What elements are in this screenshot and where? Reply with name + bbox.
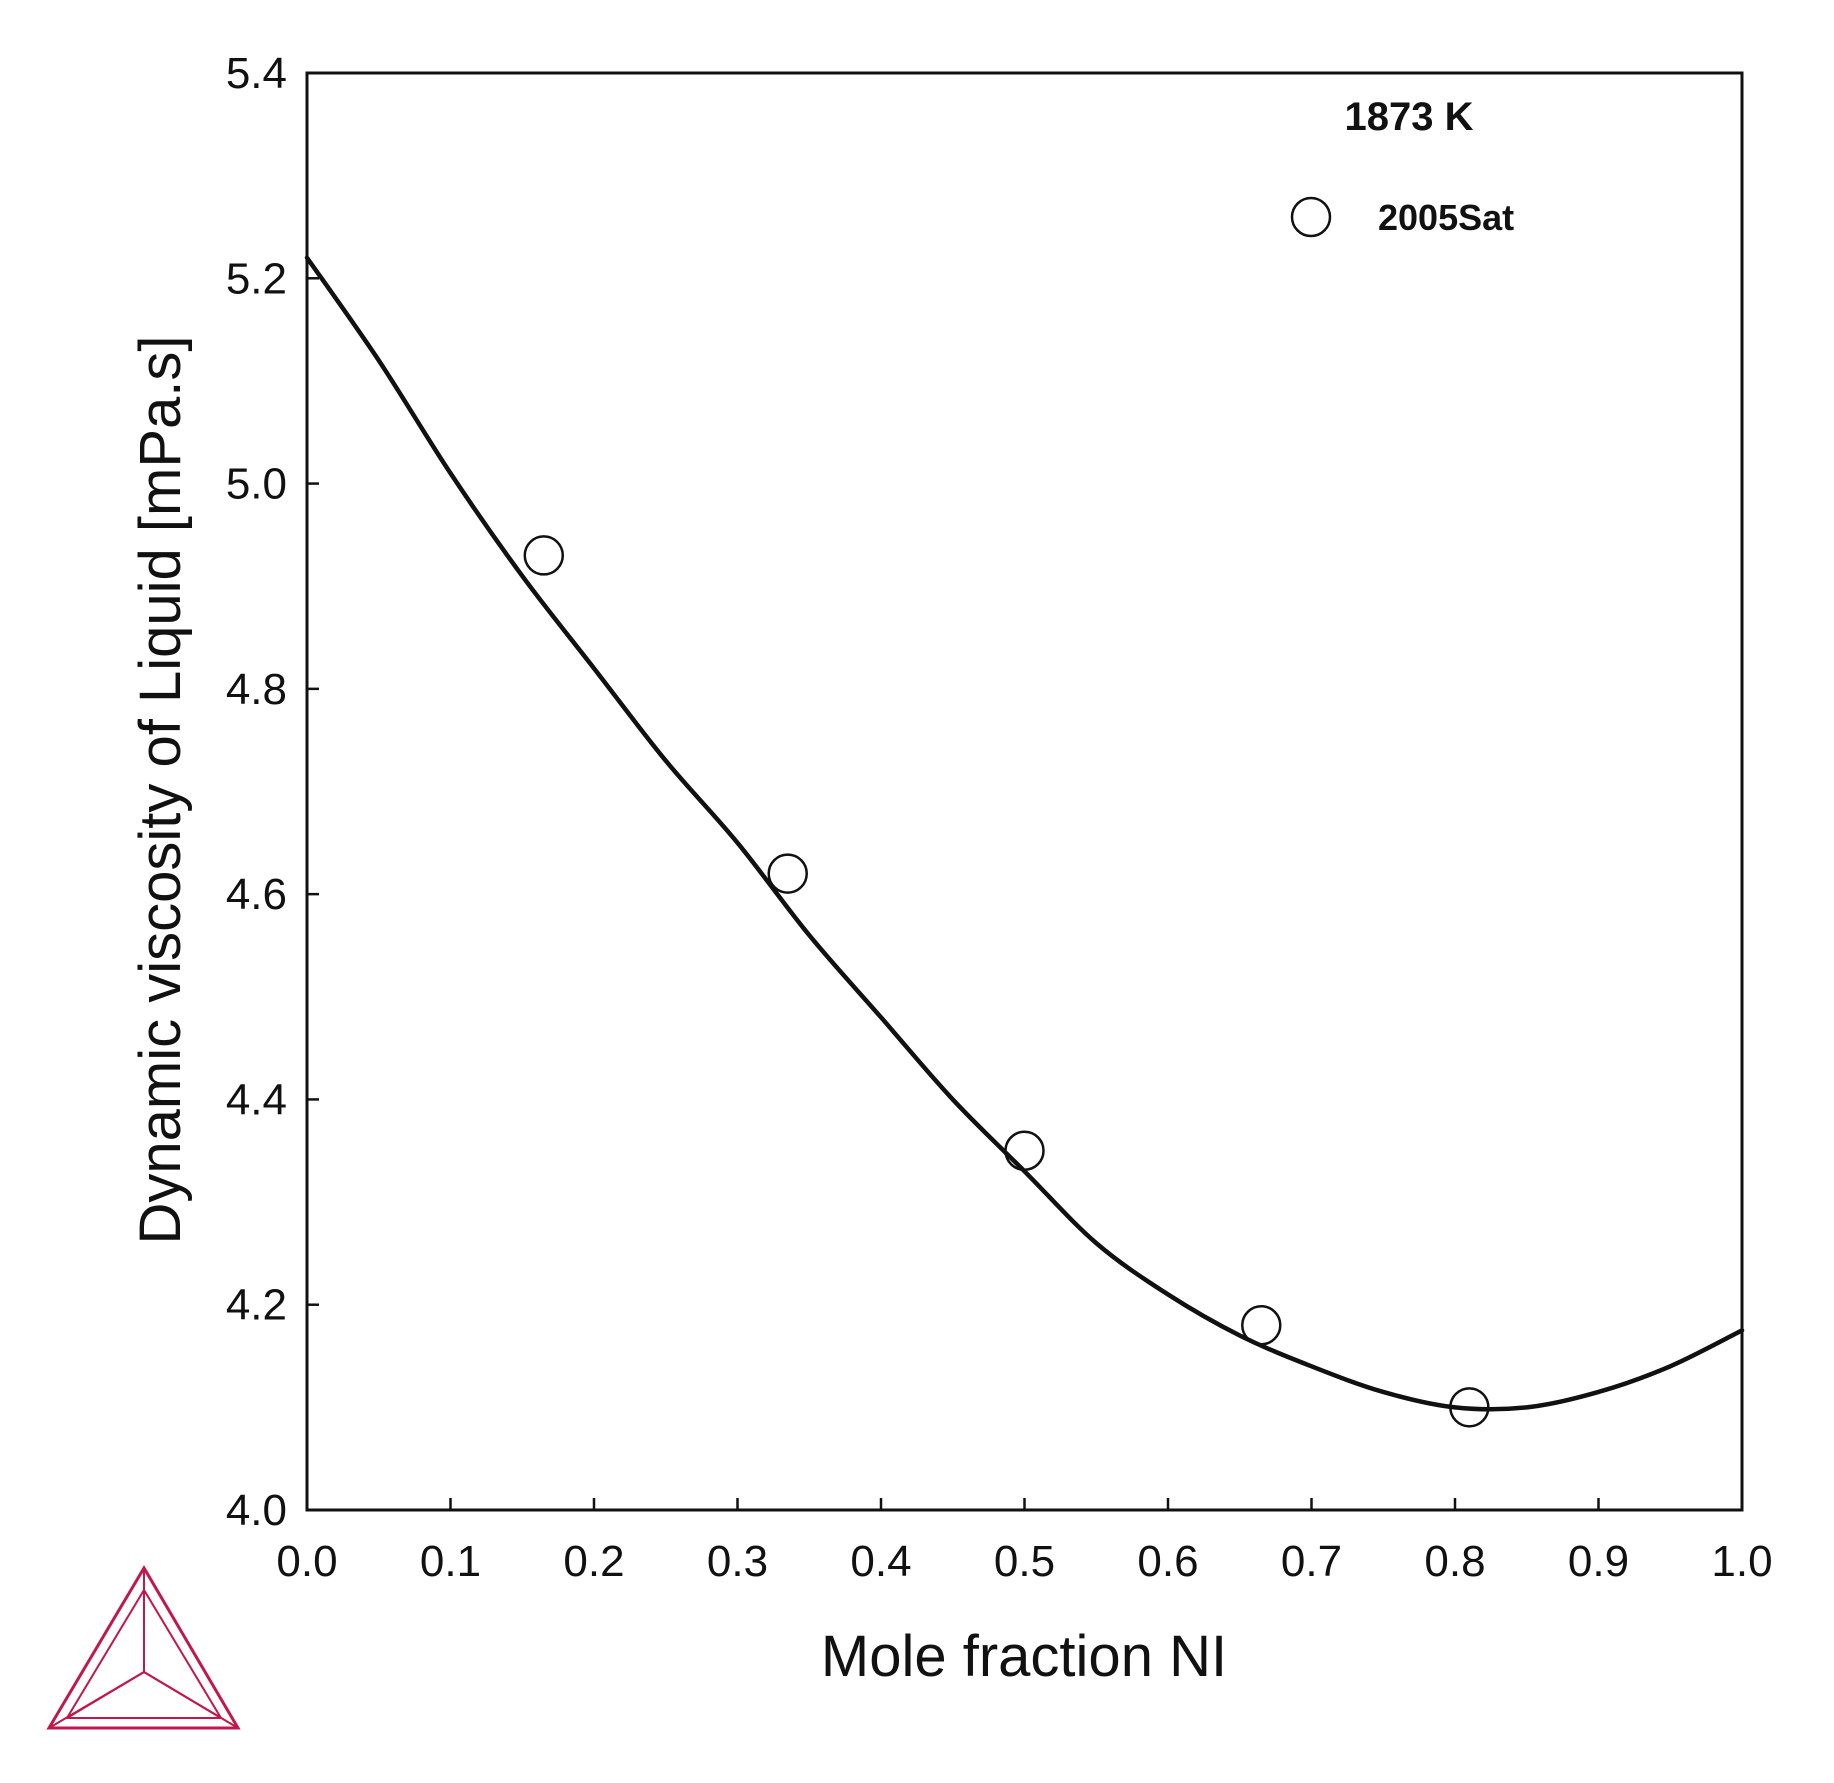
y-tick-label: 4.2 xyxy=(226,1281,287,1330)
legend: 2005Sat xyxy=(1290,196,1514,238)
data-point xyxy=(523,535,565,576)
logo-inner xyxy=(65,1588,223,1719)
x-tick-label: 1.0 xyxy=(1711,1537,1772,1586)
logo-edge xyxy=(66,1671,145,1719)
x-tick-label: 0.9 xyxy=(1568,1537,1629,1586)
logo-edge xyxy=(143,1671,222,1719)
x-tick-label: 0.7 xyxy=(1281,1537,1342,1586)
y-axis-title: Dynamic viscosity of Liquid [mPa.s] xyxy=(128,336,193,1245)
x-tick-label: 0.1 xyxy=(420,1537,481,1586)
y-axis: 4.0 4.2 4.4 4.6 4.8 5.0 5.2 5.4 xyxy=(226,49,319,1535)
triangle-logo-icon xyxy=(46,1565,241,1730)
legend-marker xyxy=(1290,196,1332,238)
x-axis-title: Mole fraction NI xyxy=(821,1624,1227,1689)
data-point xyxy=(1241,1304,1282,1346)
data-point xyxy=(1449,1387,1490,1428)
x-tick-label: 0.4 xyxy=(850,1537,911,1586)
data-point xyxy=(767,853,808,894)
y-tick-label: 4.0 xyxy=(226,1486,287,1535)
x-tick-label: 0.6 xyxy=(1137,1537,1198,1586)
logo-outer xyxy=(46,1565,241,1730)
y-tick-label: 5.0 xyxy=(226,460,287,509)
temperature-annotation: 1873 K xyxy=(1345,95,1474,139)
x-tick-label: 0.8 xyxy=(1424,1537,1485,1586)
legend-label: 2005Sat xyxy=(1378,197,1514,238)
x-tick-label: 0.2 xyxy=(563,1537,624,1586)
model-curve xyxy=(304,255,1745,1412)
x-tick-label: 0.0 xyxy=(276,1537,337,1586)
y-tick-label: 4.4 xyxy=(226,1075,287,1124)
data-point xyxy=(1004,1130,1045,1171)
y-tick-label: 5.4 xyxy=(226,49,287,98)
y-tick-label: 4.6 xyxy=(226,870,287,919)
y-tick-label: 5.2 xyxy=(226,254,287,303)
x-tick-label: 0.3 xyxy=(707,1537,768,1586)
series-group xyxy=(304,255,1745,1428)
x-tick-label: 0.5 xyxy=(994,1537,1055,1586)
y-tick-label: 4.8 xyxy=(226,665,287,714)
x-axis: 0.0 0.1 0.2 0.3 0.4 0.5 0.6 0.7 0.8 0.9 1.0 xyxy=(276,1498,1773,1586)
